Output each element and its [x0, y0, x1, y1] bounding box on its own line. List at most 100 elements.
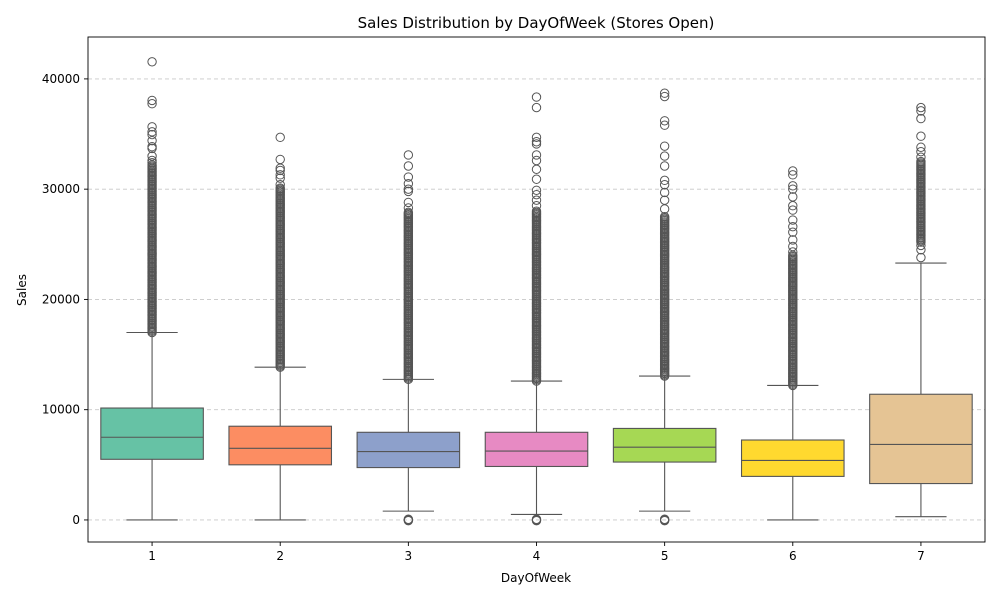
outlier-point	[916, 156, 926, 167]
outlier-point	[147, 157, 157, 168]
box-day-2	[228, 132, 333, 521]
outlier-point	[916, 146, 926, 157]
y-axis-label: Sales	[15, 274, 29, 306]
outlier-point	[916, 245, 926, 255]
y-axis-ticks: 0 10000 20000 30000 40000	[42, 72, 88, 527]
iqr-box	[869, 393, 973, 485]
outlier-point	[659, 116, 670, 126]
box-day-1	[100, 57, 204, 521]
box-day-6	[740, 166, 845, 521]
outlier-point	[916, 113, 926, 124]
outlier-point	[147, 57, 157, 67]
outlier-point	[275, 170, 285, 180]
y-tick-label: 10000	[42, 403, 80, 417]
outlier-point	[531, 132, 542, 143]
outlier-point	[788, 166, 798, 176]
outlier-point	[403, 197, 414, 208]
outlier-point	[659, 204, 670, 214]
outlier-point	[147, 122, 157, 132]
y-tick-label: 0	[72, 513, 80, 527]
outlier-point	[147, 135, 157, 146]
box-day-5	[612, 88, 717, 526]
outlier-point	[147, 129, 157, 140]
y-tick-label: 20000	[42, 292, 80, 306]
outlier-point	[659, 175, 670, 186]
x-tick-label: 5	[661, 549, 669, 563]
outlier-point	[788, 181, 798, 191]
x-tick-label: 6	[789, 549, 797, 563]
y-tick-label: 30000	[42, 182, 80, 196]
outlier-point	[531, 515, 542, 526]
outlier-point	[531, 195, 542, 205]
x-tick-label: 7	[917, 549, 925, 563]
outlier-point	[659, 195, 670, 205]
iqr-box	[356, 431, 461, 469]
outlier-point	[531, 174, 542, 184]
box-day-7	[869, 102, 973, 518]
chart-title: Sales Distribution by DayOfWeek (Stores …	[358, 14, 715, 32]
outlier-point	[916, 152, 926, 162]
outlier-point	[275, 173, 285, 183]
outlier-point	[147, 95, 157, 106]
outlier-point	[403, 178, 414, 189]
outlier-point	[788, 192, 798, 202]
outlier-point	[275, 180, 285, 190]
outlier-point	[659, 141, 670, 151]
outlier-point	[403, 161, 414, 171]
outlier-point	[659, 120, 670, 130]
outlier-point	[531, 185, 542, 195]
x-tick-label: 3	[405, 549, 413, 563]
outlier-point	[659, 187, 670, 198]
outlier-point	[403, 184, 414, 194]
outlier-point	[275, 154, 285, 165]
outlier-point	[659, 515, 670, 526]
outlier-point	[916, 131, 926, 141]
outlier-point	[403, 172, 414, 182]
outlier-point	[531, 102, 542, 113]
outlier-point	[531, 150, 542, 160]
iqr-box	[100, 407, 204, 460]
outlier-point	[916, 252, 926, 263]
outlier-point	[531, 189, 542, 200]
iqr-box	[228, 425, 333, 466]
outlier-point	[403, 150, 414, 160]
outlier-point	[275, 163, 285, 173]
outlier-point	[531, 164, 542, 175]
x-tick-label: 2	[276, 549, 284, 563]
box-day-4	[484, 92, 589, 526]
iqr-box	[612, 427, 717, 463]
outlier-point	[659, 151, 670, 161]
outlier-point	[147, 99, 157, 109]
outlier-point	[916, 102, 926, 113]
outlier-point	[788, 184, 798, 194]
outlier-point	[916, 240, 926, 251]
outlier-point	[275, 132, 285, 143]
outlier-point	[531, 92, 542, 102]
outlier-point	[531, 137, 542, 147]
outlier-point	[916, 106, 926, 116]
x-axis-ticks: 1 2 3 4 5 6 7	[148, 542, 925, 563]
y-tick-label: 40000	[42, 72, 80, 86]
outlier-point	[788, 241, 798, 252]
outlier-point	[788, 227, 798, 237]
outlier-point	[531, 139, 542, 149]
outlier-point	[788, 221, 798, 232]
outlier-point	[403, 203, 414, 213]
outlier-point	[275, 165, 285, 176]
outlier-point	[788, 170, 798, 180]
outlier-point	[659, 180, 670, 190]
outlier-point	[403, 207, 414, 218]
outlier-point	[403, 186, 414, 197]
outlier-point	[147, 151, 157, 161]
plot-area	[100, 57, 973, 526]
outlier-point	[659, 161, 670, 171]
outlier-point	[147, 155, 157, 166]
outlier-point	[788, 205, 798, 215]
outlier-point	[403, 515, 414, 526]
iqr-box	[484, 431, 589, 468]
outlier-point	[659, 212, 670, 222]
outlier-point	[531, 206, 542, 216]
iqr-box	[740, 439, 845, 477]
outlier-point	[659, 88, 670, 98]
